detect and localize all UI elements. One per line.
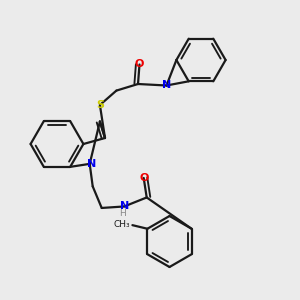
Text: O: O (135, 59, 144, 70)
Text: N: N (162, 80, 171, 91)
Text: O: O (139, 173, 148, 183)
Text: S: S (96, 100, 104, 110)
Text: N: N (120, 202, 129, 212)
Text: N: N (87, 159, 96, 169)
Text: CH₃: CH₃ (113, 220, 130, 229)
Text: H: H (119, 208, 126, 217)
